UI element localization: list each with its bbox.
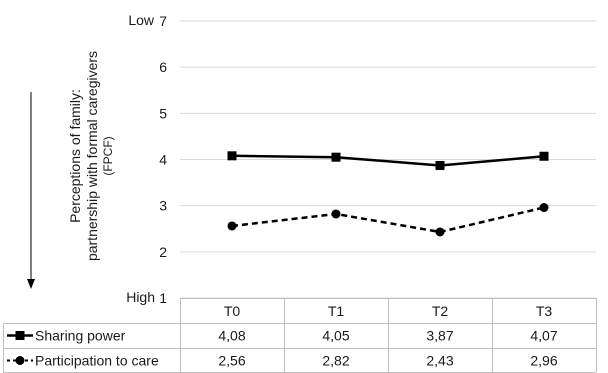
y-axis-bottom-label: High bbox=[126, 289, 155, 305]
y-axis-top-label: Low bbox=[128, 12, 155, 28]
y-tick-label-7: 7 bbox=[159, 13, 167, 29]
y-tick-label-1: 1 bbox=[159, 290, 167, 306]
legend-label-s1: Sharing power bbox=[35, 328, 126, 344]
y-tick-label-4: 4 bbox=[159, 152, 167, 168]
point-s2-1 bbox=[331, 209, 341, 219]
table-value-s1-3: 4,07 bbox=[530, 328, 557, 344]
table-value-s2-0: 2,56 bbox=[218, 353, 245, 369]
table-value-s1-1: 4,05 bbox=[322, 328, 349, 344]
point-s2-0 bbox=[227, 221, 237, 231]
legend-label-s2: Participation to care bbox=[35, 353, 159, 369]
table-value-s2-1: 2,82 bbox=[322, 353, 349, 369]
data-table: T0 T1 T2 T3 Sharing power 4,08 4,05 3,87 4,07 Par… bbox=[3, 298, 597, 373]
y-axis-ticks: 1 2 3 4 5 6 7 bbox=[159, 13, 167, 306]
y-axis-arrow-head bbox=[27, 279, 35, 289]
y-tick-label-2: 2 bbox=[159, 244, 167, 260]
y-axis-title-line-1: Perceptions of family: bbox=[67, 89, 83, 223]
x-tick-label-T3: T3 bbox=[536, 303, 553, 319]
y-tick-label-6: 6 bbox=[159, 59, 167, 75]
y-axis-title-line-3: (FPCF) bbox=[101, 136, 115, 175]
legend-marker-s1 bbox=[15, 331, 25, 340]
point-s1-2 bbox=[435, 161, 445, 171]
y-axis-title: Perceptions of family: partnership with … bbox=[67, 51, 115, 261]
series-layer bbox=[227, 151, 549, 237]
table-value-s2-3: 2,96 bbox=[530, 353, 557, 369]
table-value-s2-2: 2,43 bbox=[426, 353, 453, 369]
legend-marker-s2 bbox=[15, 356, 25, 365]
series-line-2 bbox=[231, 206, 545, 234]
point-s1-1 bbox=[331, 152, 341, 162]
grid-lines bbox=[180, 20, 596, 299]
x-tick-label-T1: T1 bbox=[328, 303, 345, 319]
point-s1-3 bbox=[539, 151, 549, 161]
table-value-s1-2: 3,87 bbox=[426, 328, 453, 344]
point-s2-3 bbox=[539, 203, 549, 213]
y-tick-label-5: 5 bbox=[159, 105, 167, 121]
y-tick-label-3: 3 bbox=[159, 198, 167, 214]
point-s1-0 bbox=[227, 151, 237, 161]
y-axis-title-line-2: partnership with formal caregivers bbox=[84, 51, 100, 261]
series-line-1 bbox=[231, 154, 545, 167]
x-tick-label-T2: T2 bbox=[432, 303, 449, 319]
point-s2-2 bbox=[435, 227, 445, 237]
table-value-s1-0: 4,08 bbox=[218, 328, 245, 344]
x-tick-label-T0: T0 bbox=[224, 303, 241, 319]
